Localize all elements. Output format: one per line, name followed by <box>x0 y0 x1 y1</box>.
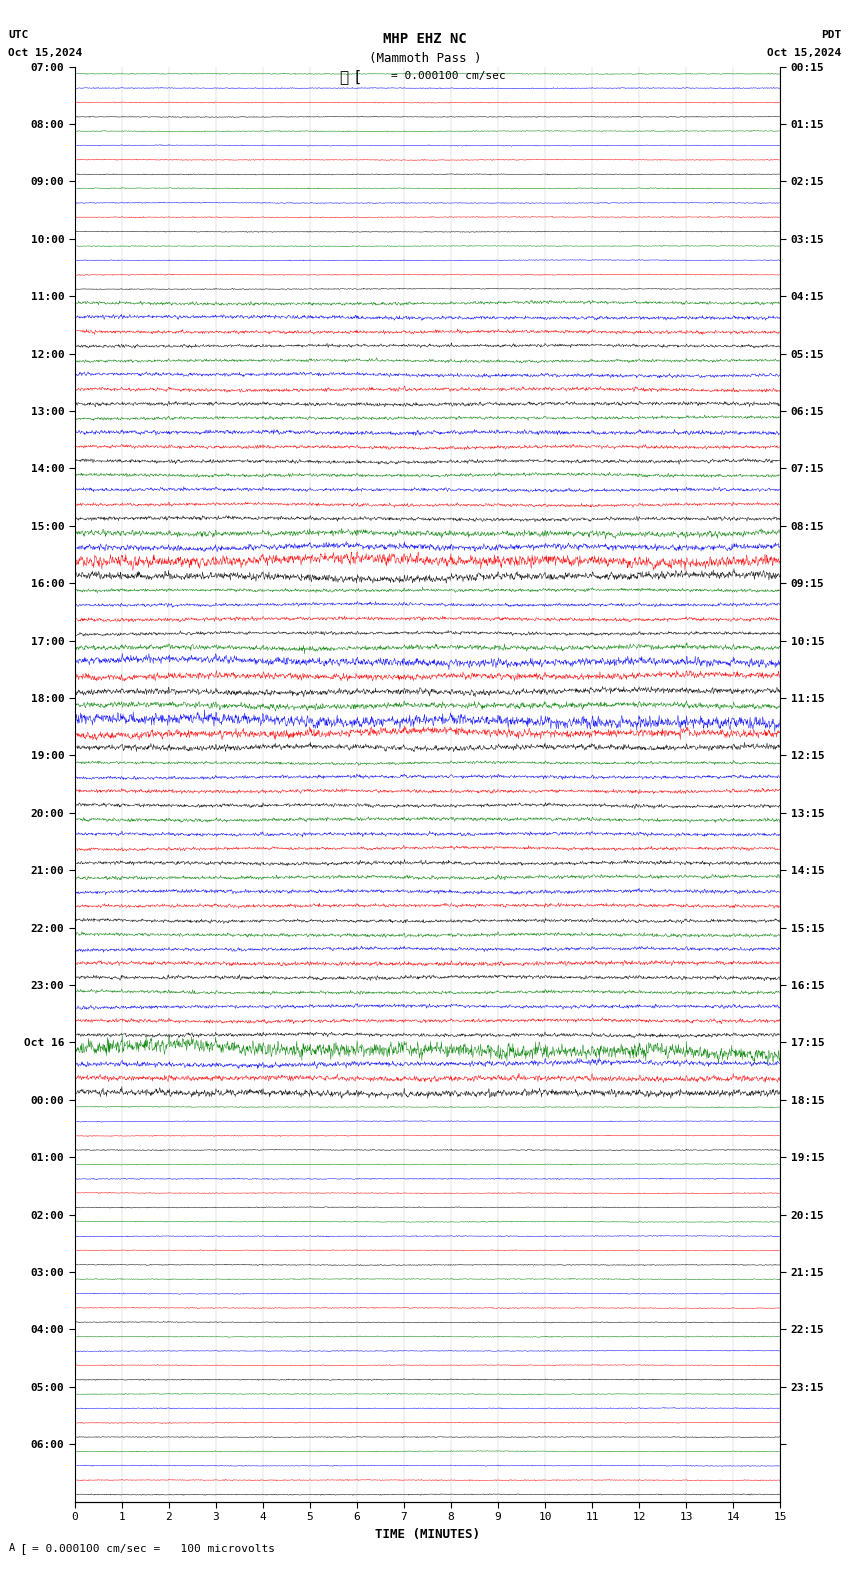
Text: [: [ <box>20 1543 27 1555</box>
Text: MHP EHZ NC: MHP EHZ NC <box>383 32 467 46</box>
Text: Oct 15,2024: Oct 15,2024 <box>768 48 842 57</box>
Text: ⎴: ⎴ <box>340 70 348 84</box>
Text: UTC: UTC <box>8 30 29 40</box>
X-axis label: TIME (MINUTES): TIME (MINUTES) <box>375 1527 480 1541</box>
Text: = 0.000100 cm/sec: = 0.000100 cm/sec <box>391 71 506 81</box>
Text: Oct 15,2024: Oct 15,2024 <box>8 48 82 57</box>
Text: [: [ <box>353 70 361 84</box>
Text: (Mammoth Pass ): (Mammoth Pass ) <box>369 52 481 65</box>
Text: = 0.000100 cm/sec =   100 microvolts: = 0.000100 cm/sec = 100 microvolts <box>32 1544 275 1554</box>
Text: A: A <box>8 1543 14 1552</box>
Text: PDT: PDT <box>821 30 842 40</box>
